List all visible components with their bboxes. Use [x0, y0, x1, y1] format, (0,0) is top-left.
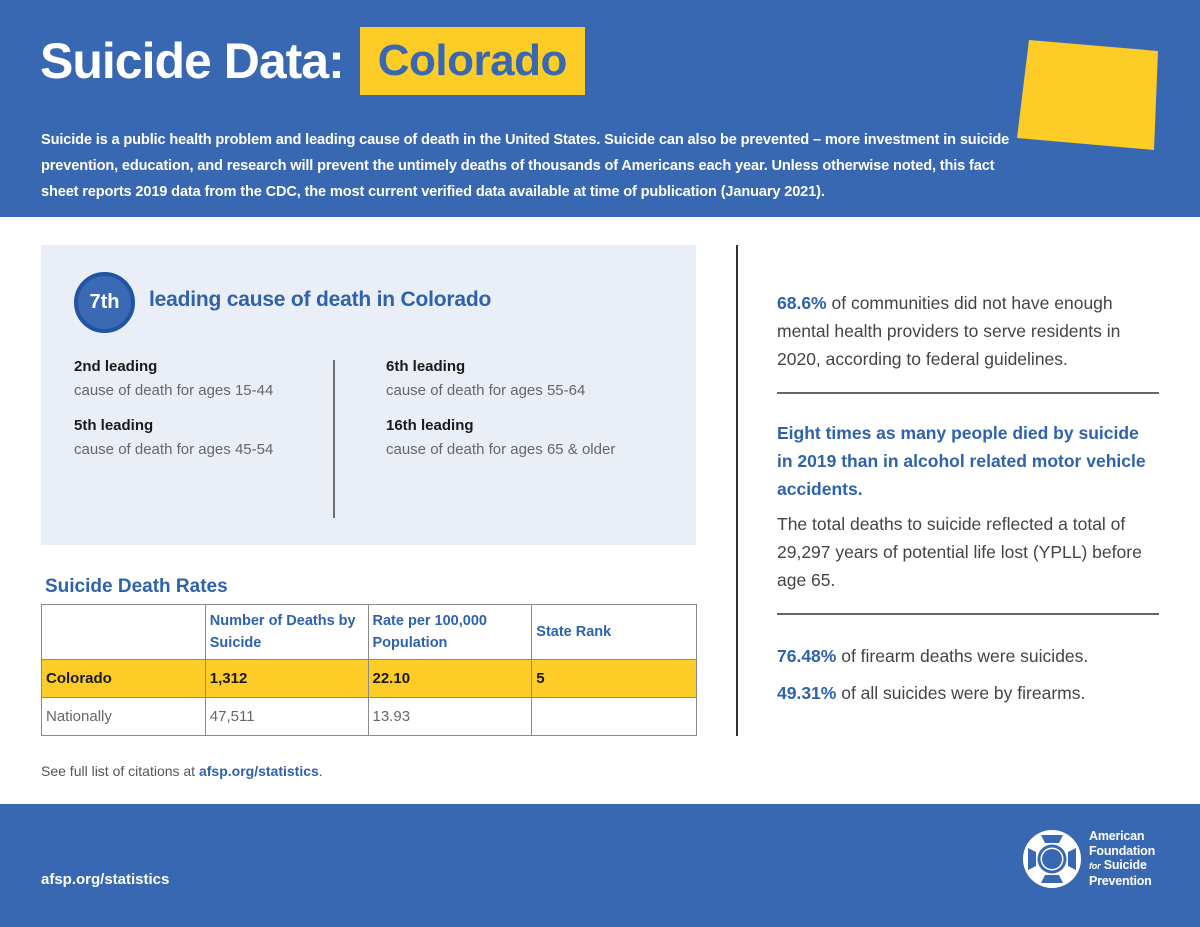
row-label: Nationally: [41, 697, 206, 736]
citation-suffix: .: [318, 763, 323, 779]
by-firearm-percent: 49.31%: [777, 683, 837, 703]
citation-note: See full list of citations at afsp.org/s…: [41, 763, 323, 779]
stat-desc: cause of death for ages 15-44: [74, 382, 274, 399]
fact-providers: 68.6% of communities did not have enough…: [777, 289, 1159, 373]
age-stat-55-64: 6th leading cause of death for ages 55-6…: [386, 357, 585, 402]
logo-line-4: Prevention: [1089, 873, 1152, 888]
stat-rank: 2nd leading: [74, 358, 158, 375]
age-stat-45-54: 5th leading cause of death for ages 45-5…: [74, 416, 273, 461]
header-banner: Suicide Data: Colorado Suicide is a publ…: [0, 0, 1200, 217]
overall-rank-badge: 7th: [74, 272, 135, 333]
deaths-value: 47,511: [204, 697, 369, 736]
colorado-state-shape-icon: [1017, 40, 1158, 150]
deaths-value: 1,312: [204, 659, 369, 698]
logo-for: for: [1089, 861, 1101, 871]
column-header-deaths: Number of Deaths by Suicide: [204, 604, 369, 660]
stat-desc: cause of death for ages 45-54: [74, 441, 274, 458]
footer-url-link[interactable]: afsp.org/statistics: [41, 871, 170, 888]
afsp-logo-text: American Foundation for Suicide Preventi…: [1089, 829, 1155, 888]
rate-value: 13.93: [367, 697, 533, 736]
citation-prefix: See full list of citations at: [41, 763, 199, 779]
fact-divider: [777, 613, 1159, 615]
footer-banner: afsp.org/statistics American Foundation …: [0, 804, 1200, 927]
column-divider: [736, 245, 738, 736]
stat-desc: cause of death for ages 65 & older: [386, 441, 616, 458]
logo-line-1: American: [1089, 829, 1145, 843]
fact-firearm-deaths: 76.48% of firearm deaths were suicides.: [777, 642, 1159, 670]
logo-line-3: for Suicide: [1089, 858, 1147, 872]
firearm-text: of firearm deaths were suicides.: [836, 646, 1089, 666]
logo-line-2: Foundation: [1089, 843, 1156, 858]
fact-suicides-by-firearm: 49.31% of all suicides were by firearms.: [777, 679, 1159, 707]
table-header-row: Number of Deaths by Suicide Rate per 100…: [41, 604, 697, 660]
fact-ypll: The total deaths to suicide reflected a …: [777, 514, 1142, 590]
life-ring-icon: [1023, 830, 1081, 888]
stat-rank: 5th leading: [74, 417, 154, 434]
suicide-death-rates-table: Number of Deaths by Suicide Rate per 100…: [41, 604, 697, 736]
age-stat-15-44: 2nd leading cause of death for ages 15-4…: [74, 357, 273, 402]
by-firearm-text: of all suicides were by firearms.: [836, 683, 1086, 703]
page-title: Suicide Data: Colorado: [40, 27, 585, 95]
citation-link[interactable]: afsp.org/statistics: [198, 763, 319, 779]
table-row-colorado: Colorado 1,312 22.10 5: [41, 659, 697, 698]
firearm-percent: 76.48%: [777, 646, 837, 666]
ranking-card: 7th leading cause of death in Colorado 2…: [41, 245, 696, 545]
rank-value: 5: [531, 659, 697, 698]
state-name-badge: Colorado: [359, 27, 585, 95]
title-prefix: Suicide Data:: [40, 33, 345, 89]
age-stat-65-older: 16th leading cause of death for ages 65 …: [386, 416, 615, 461]
rank-value: [531, 697, 697, 736]
providers-text: of communities did not have enough menta…: [777, 293, 1121, 369]
column-header-state-rank: State Rank: [531, 604, 697, 660]
rate-value: 22.10: [367, 659, 533, 698]
row-label: Colorado: [41, 659, 206, 698]
table-row-nationally: Nationally 47,511 13.93: [41, 697, 697, 736]
card-column-divider: [333, 360, 335, 518]
rates-section-title: Suicide Death Rates: [45, 576, 228, 597]
stat-desc: cause of death for ages 55-64: [386, 382, 586, 399]
column-header-rate: Rate per 100,000 Population: [367, 604, 533, 660]
intro-paragraph: Suicide is a public health problem and l…: [41, 132, 1010, 200]
stat-rank: 6th leading: [386, 358, 466, 375]
fact-divider: [777, 392, 1159, 394]
fact-eight-times: Eight times as many people died by suici…: [777, 423, 1146, 499]
overall-rank-text: leading cause of death in Colorado: [149, 288, 492, 311]
providers-percent: 68.6%: [777, 293, 827, 313]
stat-rank: 16th leading: [386, 417, 474, 434]
column-header-region: [41, 604, 206, 660]
